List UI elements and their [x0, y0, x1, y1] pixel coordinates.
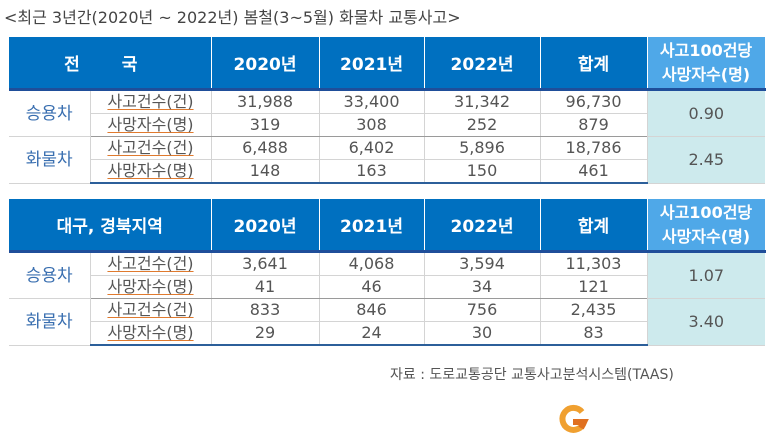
value-cell: 46: [318, 275, 424, 299]
region-header: 전 국: [9, 37, 212, 91]
total-cell: 11,303: [539, 251, 647, 276]
category-label: 승용차: [9, 89, 90, 137]
table-row: 승용차 사고건수(건) 31,988 33,400 31,342 96,730 …: [9, 89, 766, 137]
category-label: 승용차: [9, 251, 90, 299]
ratio-header: 사고100건당 사망자수(명): [646, 199, 766, 253]
ratio-cell: 3.40: [646, 298, 765, 346]
value-cell: 6,488: [210, 136, 320, 160]
value-cell: 756: [423, 298, 540, 322]
metric-label: 사고건수(건): [89, 251, 211, 276]
metric-label: 사망자수(명): [89, 321, 211, 346]
value-cell: 319: [210, 113, 320, 137]
total-cell: 879: [539, 113, 648, 137]
metric-label: 사망자수(명): [89, 113, 212, 137]
value-cell: 6,402: [318, 136, 425, 160]
value-cell: 3,641: [210, 251, 319, 276]
year-header-2022: 2022년: [423, 37, 541, 91]
metric-label: 사고건수(건): [89, 136, 212, 160]
value-cell: 33,400: [318, 89, 425, 114]
value-cell: 30: [423, 321, 540, 346]
year-header-2020: 2020년: [210, 37, 320, 91]
metric-label: 사망자수(명): [89, 275, 211, 299]
region-header: 대구, 경북지역: [9, 199, 212, 253]
total-cell: 2,435: [539, 298, 647, 322]
header-row: 전 국 2020년 2021년 2022년 합계 사고100건당 사망자수(명): [9, 37, 766, 91]
value-cell: 31,988: [210, 89, 320, 114]
total-cell: 83: [539, 321, 647, 346]
table-row: 화물차 사고건수(건) 833 846 756 2,435 3.40: [9, 298, 765, 346]
value-cell: 148: [210, 159, 320, 184]
value-cell: 24: [318, 321, 424, 346]
year-header-2022: 2022년: [423, 199, 541, 253]
year-header-2021: 2021년: [318, 37, 425, 91]
nationwide-stats-table: 전 국 2020년 2021년 2022년 합계 사고100건당 사망자수(명)…: [9, 37, 766, 184]
total-cell: 121: [539, 275, 647, 299]
table-row: 사망자수(명) 41 46 34 121: [9, 275, 765, 299]
table-row: 사망자수(명) 29 24 30 83: [9, 321, 765, 346]
daegu-gyeongbuk-stats-table: 대구, 경북지역 2020년 2021년 2022년 합계 사고100건당 사망…: [9, 199, 766, 346]
table-row: 사망자수(명) 319 308 252 879: [9, 113, 765, 137]
value-cell: 150: [423, 159, 541, 184]
ratio-cell: 2.45: [646, 136, 766, 184]
total-cell: 96,730: [539, 89, 648, 114]
category-label: 화물차: [9, 298, 90, 346]
value-cell: 5,896: [423, 136, 541, 160]
value-cell: 34: [423, 275, 540, 299]
metric-label: 사망자수(명): [89, 159, 212, 184]
value-cell: 846: [318, 298, 424, 322]
metric-label: 사고건수(건): [89, 298, 211, 322]
g-logo-icon: [559, 404, 589, 433]
ratio-header: 사고100건당 사망자수(명): [646, 37, 766, 91]
value-cell: 833: [210, 298, 319, 322]
value-cell: 163: [318, 159, 425, 184]
value-cell: 308: [318, 113, 425, 137]
header-row: 대구, 경북지역 2020년 2021년 2022년 합계 사고100건당 사망…: [9, 199, 766, 253]
category-label: 화물차: [9, 136, 90, 184]
page-title: <최근 3년간(2020년 ~ 2022년) 봄철(3~5월) 화물차 교통사고…: [4, 8, 461, 27]
value-cell: 29: [210, 321, 319, 346]
ratio-cell: 0.90: [646, 89, 766, 137]
total-cell: 461: [539, 159, 648, 184]
year-header-2020: 2020년: [210, 199, 320, 253]
table-row: 화물차 사고건수(건) 6,488 6,402 5,896 18,786 2.4…: [9, 136, 766, 184]
table-row: 사망자수(명) 148 163 150 461: [9, 159, 765, 184]
total-header: 합계: [539, 37, 648, 91]
ratio-cell: 1.07: [646, 251, 765, 299]
value-cell: 31,342: [423, 89, 541, 114]
value-cell: 3,594: [423, 251, 540, 276]
total-header: 합계: [539, 199, 648, 253]
metric-label: 사고건수(건): [89, 89, 212, 114]
total-cell: 18,786: [539, 136, 648, 160]
value-cell: 41: [210, 275, 319, 299]
value-cell: 4,068: [318, 251, 424, 276]
table-row: 승용차 사고건수(건) 3,641 4,068 3,594 11,303 1.0…: [9, 251, 765, 299]
year-header-2021: 2021년: [318, 199, 425, 253]
source-note: 자료 : 도로교통공단 교통사고분석시스템(TAAS): [390, 367, 674, 383]
value-cell: 252: [423, 113, 541, 137]
